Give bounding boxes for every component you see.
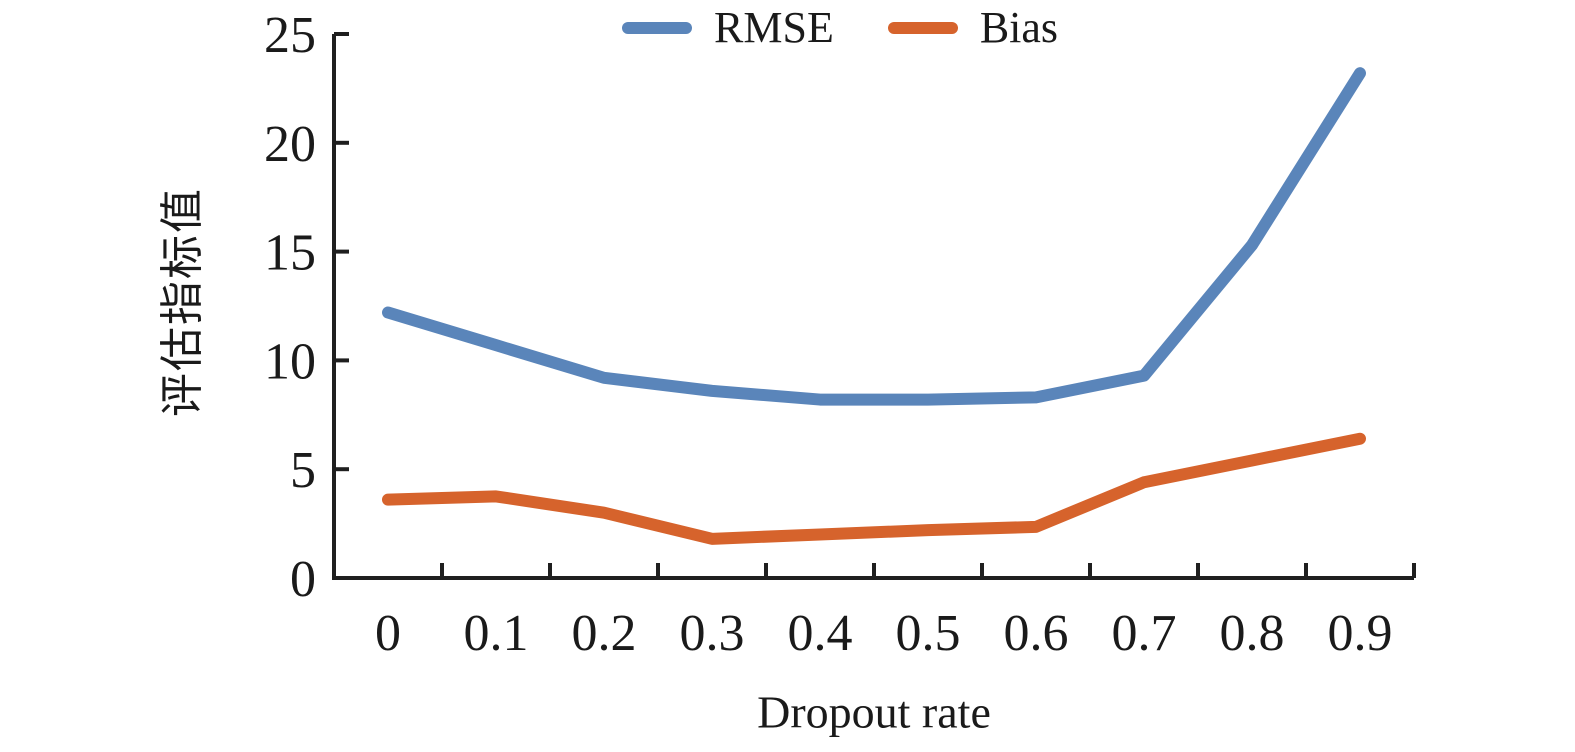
x-tick-label: 0.7	[1112, 605, 1177, 662]
x-tick-label: 0.4	[788, 605, 853, 662]
y-tick-label: 15	[264, 225, 316, 282]
legend-item-bias: Bias	[887, 3, 1059, 52]
x-tick-label: 0.8	[1220, 605, 1285, 662]
x-axis-title: Dropout rate	[757, 686, 991, 738]
series-line-rmse	[382, 67, 1366, 406]
legend-item-rmse: RMSE	[622, 6, 834, 50]
y-tick-label: 10	[264, 333, 316, 390]
y-tick-label: 0	[290, 551, 316, 608]
legend-label-bias: Bias	[979, 3, 1059, 52]
legend-label-rmse: RMSE	[714, 3, 834, 52]
y-axis-title: 评估指标值	[158, 187, 207, 417]
x-tick-label: 0.6	[1004, 605, 1069, 662]
y-tick-label: 20	[264, 116, 316, 173]
bias-line-swatch-icon	[887, 22, 958, 34]
y-tick-label: 5	[290, 442, 316, 499]
x-tick-label: 0.5	[896, 605, 961, 662]
series-line-bias	[382, 432, 1366, 545]
x-tick-label: 0.3	[680, 605, 745, 662]
x-tick-label: 0	[375, 605, 401, 662]
x-tick-label: 0.1	[464, 605, 529, 662]
y-tick-label: 25	[264, 7, 316, 64]
x-tick-label: 0.2	[572, 605, 637, 662]
rmse-line-swatch-icon	[622, 22, 692, 34]
x-tick-label: 0.9	[1328, 605, 1393, 662]
chart-legend: RMSE Bias	[622, 6, 1058, 50]
